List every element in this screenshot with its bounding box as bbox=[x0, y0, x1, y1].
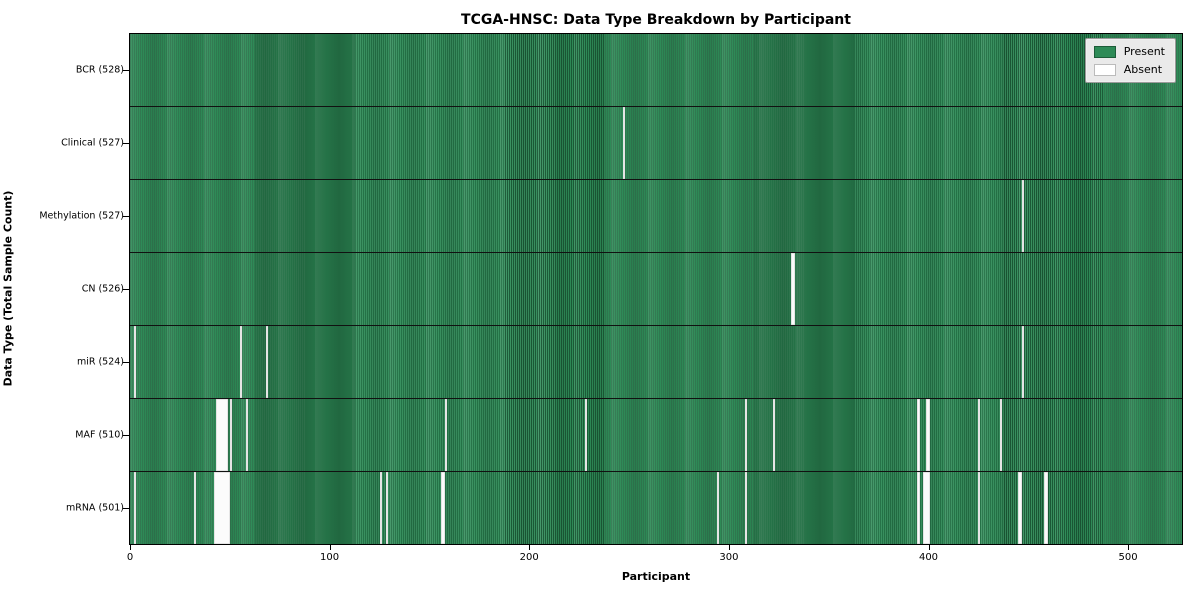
absent-stripe bbox=[716, 472, 719, 544]
row-cn bbox=[130, 253, 1182, 326]
absent-stripe bbox=[978, 399, 981, 471]
x-tick-mark bbox=[928, 545, 930, 550]
absent-stripe bbox=[790, 253, 795, 325]
y-tick-mark bbox=[123, 362, 129, 364]
x-tick-mark bbox=[529, 545, 531, 550]
row-methylation bbox=[130, 180, 1182, 253]
y-tick-mark bbox=[123, 69, 129, 71]
row-maf bbox=[130, 399, 1182, 472]
absent-stripe bbox=[229, 399, 232, 471]
y-tick-label: CN (526) bbox=[81, 283, 124, 295]
y-tick-label: mRNA (501) bbox=[65, 502, 124, 514]
absent-stripe bbox=[926, 399, 931, 471]
absent-stripe bbox=[215, 399, 228, 471]
absent-stripe bbox=[239, 326, 242, 398]
y-tick-mark bbox=[123, 508, 129, 510]
row-bcr bbox=[130, 34, 1182, 107]
x-tick-mark bbox=[728, 545, 730, 550]
absent-stripe bbox=[133, 472, 136, 544]
x-tick-mark bbox=[1128, 545, 1130, 550]
absent-stripe bbox=[1022, 326, 1025, 398]
y-tick-mark bbox=[123, 435, 129, 437]
absent-stripe bbox=[1000, 399, 1003, 471]
x-tick-label: 500 bbox=[1118, 552, 1138, 563]
absent-stripe bbox=[245, 399, 248, 471]
absent-stripe bbox=[922, 472, 931, 544]
legend-swatch-present-icon bbox=[1093, 45, 1116, 58]
absent-stripe bbox=[193, 472, 196, 544]
y-tick-mark bbox=[123, 289, 129, 290]
absent-stripe bbox=[744, 472, 747, 544]
x-tick-label: 300 bbox=[719, 552, 739, 563]
y-tick-label: BCR (528) bbox=[75, 64, 124, 76]
absent-stripe bbox=[978, 472, 981, 544]
x-tick-label: 0 bbox=[126, 552, 134, 563]
row-mir bbox=[130, 326, 1182, 399]
absent-stripe bbox=[585, 399, 588, 471]
legend-label-absent: Absent bbox=[1123, 63, 1163, 76]
y-tick-label: Methylation (527) bbox=[39, 210, 124, 222]
y-tick-mark bbox=[123, 215, 129, 217]
absent-stripe bbox=[265, 326, 268, 398]
absent-stripe bbox=[1044, 472, 1049, 544]
plot-area bbox=[129, 33, 1183, 545]
absent-stripe bbox=[623, 107, 626, 179]
legend-label-present: Present bbox=[1123, 45, 1165, 58]
absent-stripe bbox=[133, 326, 136, 398]
y-axis-label: Data Type (Total Sample Count) bbox=[1, 190, 15, 387]
x-tick-label: 200 bbox=[519, 552, 539, 563]
absent-stripe bbox=[744, 399, 747, 471]
absent-stripe bbox=[1022, 180, 1025, 252]
chart-title: TCGA-HNSC: Data Type Breakdown by Partic… bbox=[461, 12, 851, 28]
absent-stripe bbox=[385, 472, 388, 544]
y-tick-label: Clinical (527) bbox=[61, 137, 124, 149]
y-tick-mark bbox=[123, 142, 129, 144]
x-tick-label: 400 bbox=[918, 552, 939, 563]
x-tick-label: 100 bbox=[320, 552, 340, 563]
row-clinical bbox=[130, 107, 1182, 180]
absent-stripe bbox=[1018, 472, 1023, 544]
absent-stripe bbox=[916, 472, 921, 544]
x-tick-mark bbox=[130, 545, 131, 550]
absent-stripe bbox=[441, 472, 446, 544]
legend-swatch-absent-icon bbox=[1093, 63, 1116, 76]
x-tick-mark bbox=[329, 545, 331, 550]
absent-stripe bbox=[772, 399, 775, 471]
x-axis-label: Participant bbox=[621, 570, 691, 583]
legend-entry-present: Present bbox=[1093, 45, 1165, 58]
y-tick-label: miR (524) bbox=[76, 356, 124, 368]
absent-stripe bbox=[445, 399, 448, 471]
absent-stripe bbox=[379, 472, 382, 544]
absent-stripe bbox=[213, 472, 230, 544]
legend: Present Absent bbox=[1084, 38, 1176, 83]
row-mrna bbox=[130, 472, 1182, 544]
y-tick-label: MAF (510) bbox=[75, 429, 124, 441]
absent-stripe bbox=[916, 399, 921, 471]
legend-entry-absent: Absent bbox=[1093, 63, 1165, 76]
